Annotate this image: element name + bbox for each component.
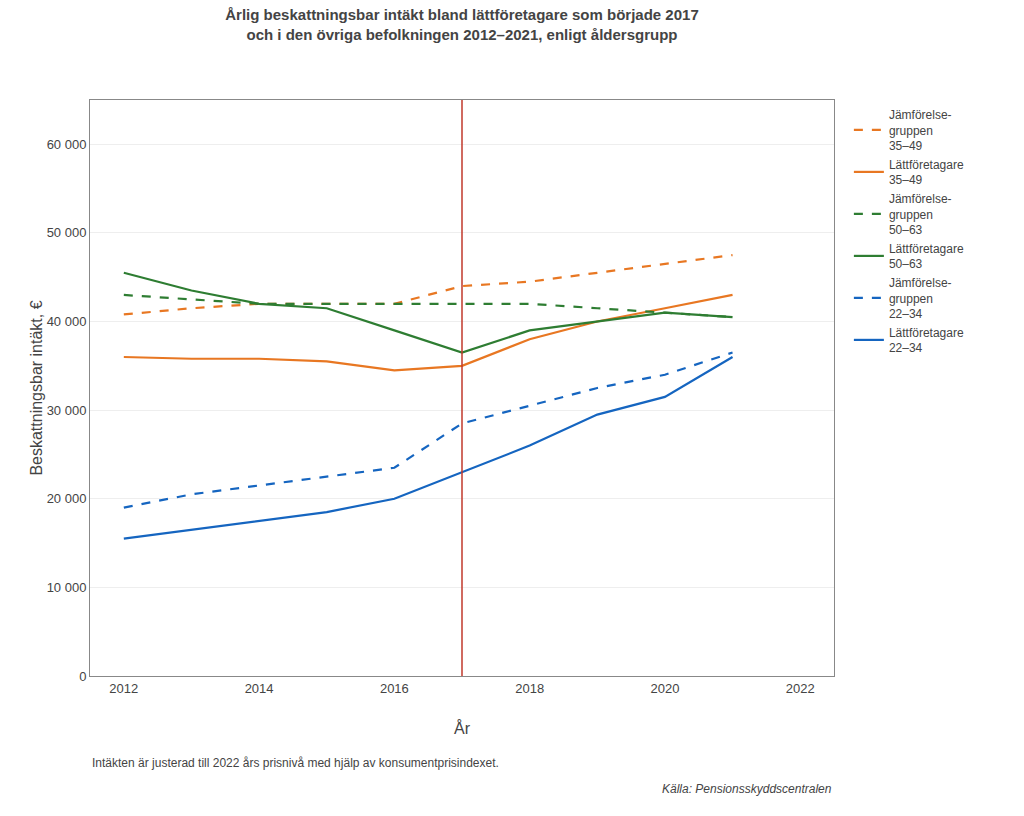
svg-text:Intäkten är justerad till 2022: Intäkten är justerad till 2022 års prisn…	[92, 756, 499, 770]
svg-text:Lättföretagare22–34: Lättföretagare22–34	[889, 326, 964, 356]
svg-text:2018: 2018	[515, 681, 544, 696]
svg-text:Lättföretagare50–63: Lättföretagare50–63	[889, 242, 964, 272]
svg-text:Jämförelse-gruppen35–49: Jämförelse-gruppen35–49	[889, 108, 952, 153]
svg-text:Årlig beskattningsbar intäkt b: Årlig beskattningsbar intäkt bland lättf…	[225, 6, 698, 43]
svg-text:2020: 2020	[650, 681, 679, 696]
svg-text:2012: 2012	[109, 681, 138, 696]
svg-text:30 000: 30 000	[47, 403, 87, 418]
svg-text:År: År	[454, 719, 471, 737]
svg-text:10 000: 10 000	[47, 580, 87, 595]
svg-text:2014: 2014	[245, 681, 274, 696]
svg-text:Jämförelse-gruppen50–63: Jämförelse-gruppen50–63	[889, 192, 952, 237]
svg-text:Lättföretagare35–49: Lättföretagare35–49	[889, 158, 964, 188]
svg-text:Källa: Pensionsskyddscentralen: Källa: Pensionsskyddscentralen	[662, 782, 832, 796]
svg-text:20 000: 20 000	[47, 491, 87, 506]
svg-text:40 000: 40 000	[47, 314, 87, 329]
svg-text:50 000: 50 000	[47, 225, 87, 240]
svg-text:Beskattningsbar intäkt, €: Beskattningsbar intäkt, €	[28, 300, 45, 475]
svg-text:60 000: 60 000	[47, 137, 87, 152]
svg-text:2016: 2016	[380, 681, 409, 696]
svg-text:Jämförelse-gruppen22–34: Jämförelse-gruppen22–34	[889, 276, 952, 321]
svg-text:0: 0	[79, 669, 86, 684]
svg-text:2022: 2022	[786, 681, 815, 696]
